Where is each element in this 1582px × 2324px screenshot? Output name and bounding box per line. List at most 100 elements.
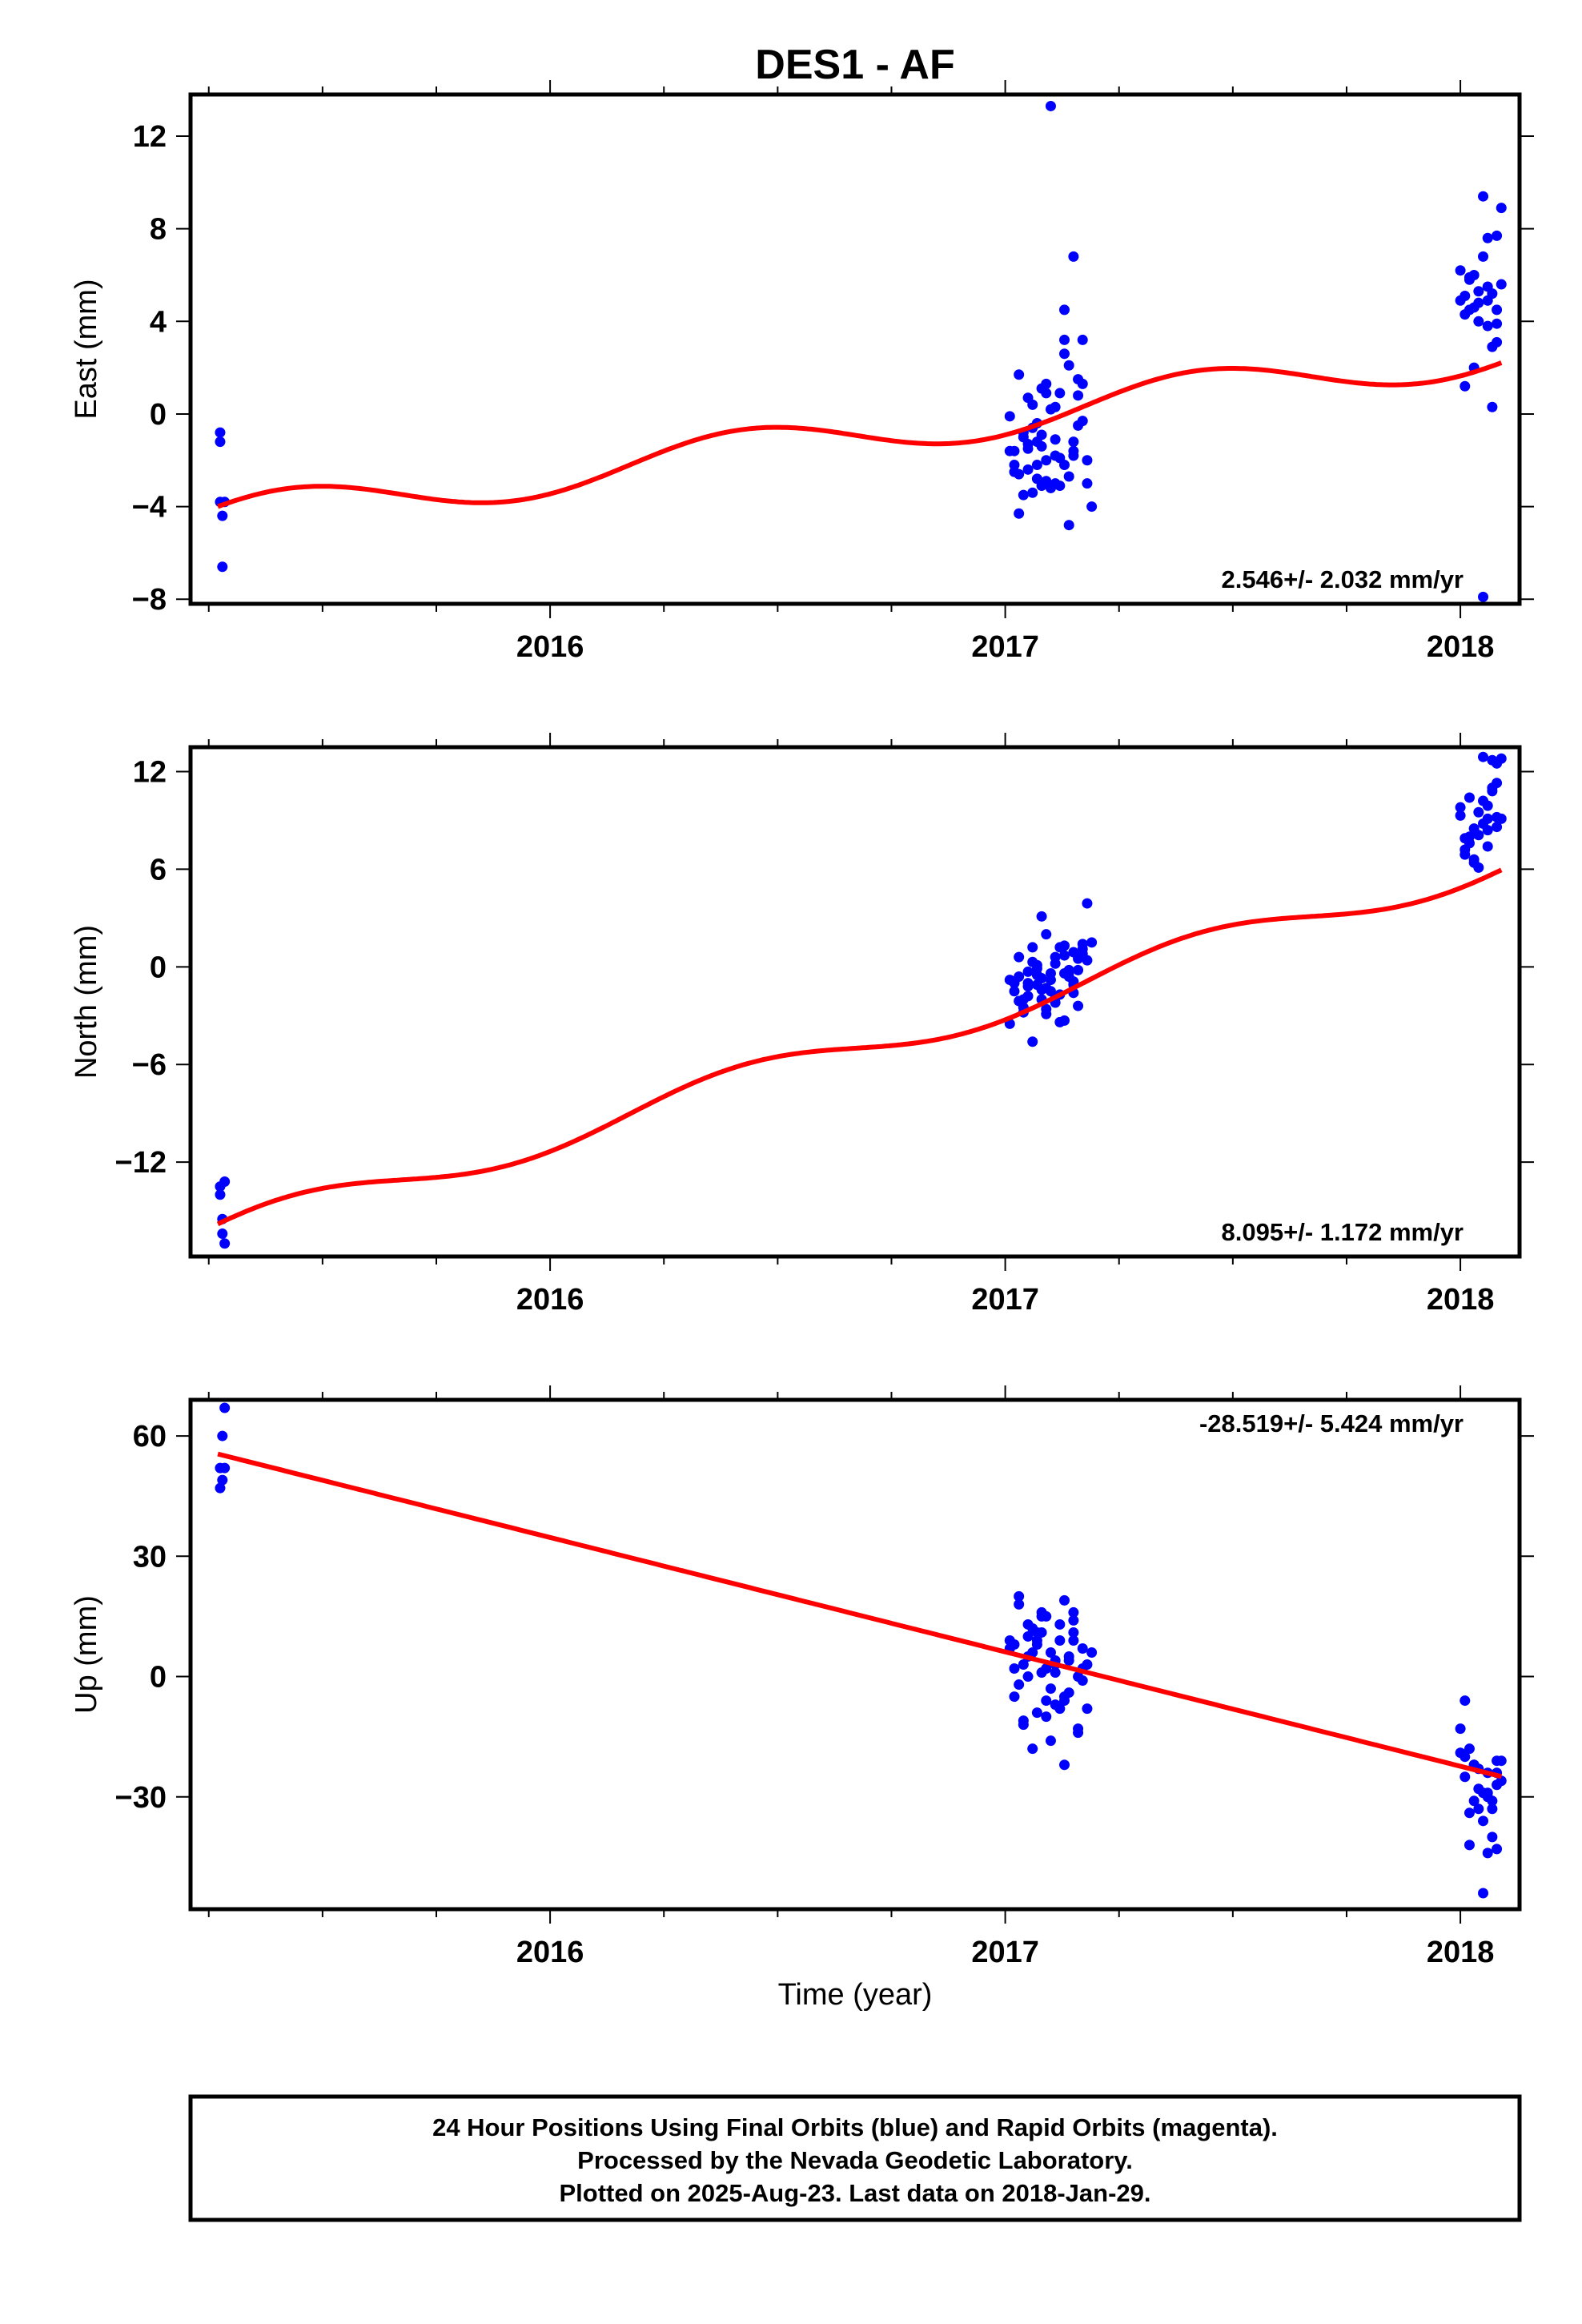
data-point [1492,1844,1503,1855]
x-tick-label: 2017 [971,630,1039,664]
plot-frame [188,92,1522,606]
data-point [1018,1659,1029,1671]
data-point [1492,1755,1503,1767]
data-point [1063,966,1074,977]
data-point [1041,378,1052,389]
data-point [1059,348,1070,360]
data-point [1478,191,1489,202]
data-point [1027,1622,1038,1634]
data-point [1073,1000,1084,1011]
data-point [1031,1634,1042,1646]
data-point [1478,751,1489,762]
y-tick-label: −4 [132,491,167,525]
data-point [1018,1715,1029,1727]
plot-frame [188,1397,1522,1912]
y-tick-label: 30 [133,1540,167,1574]
data-point [1073,390,1084,401]
data-point [1022,966,1034,977]
data-point [1460,1695,1471,1707]
data-point [1068,436,1079,448]
data-point [1082,1703,1093,1715]
data-point [1482,841,1493,852]
data-point [1041,1663,1052,1675]
data-point [217,510,228,521]
data-point [1022,464,1034,475]
data-point [1059,1695,1070,1707]
data-point [1022,1630,1034,1642]
data-point [1068,450,1079,461]
data-point [1082,898,1093,909]
data-point [1045,986,1056,997]
data-point [1045,100,1056,111]
data-point [1059,1594,1070,1606]
data-point [1460,380,1471,392]
data-point [1050,478,1061,489]
data-point [1482,295,1493,306]
data-point [1027,1743,1038,1755]
data-point [1031,460,1042,471]
data-point [1059,334,1070,345]
data-point [1036,429,1047,440]
data-point [1086,1647,1098,1658]
data-point [1077,1642,1088,1654]
data-point [1468,854,1480,865]
data-point [1014,508,1025,519]
data-point [1468,1795,1480,1807]
data-point [1473,806,1484,818]
y-tick-label: 6 [150,853,167,887]
chart-title: DES1 - AF [755,42,954,88]
data-point [1077,378,1088,389]
y-tick-label: −6 [132,1048,167,1082]
data-point [1009,1638,1020,1650]
data-point [1460,849,1471,860]
data-point [1022,392,1034,404]
data-point [1460,1771,1471,1783]
data-point [1027,942,1038,953]
data-point [217,1430,228,1441]
data-point [1492,1779,1503,1791]
data-point [1073,964,1084,975]
data-point [1464,1839,1475,1851]
data-point [1068,1606,1079,1618]
data-point [217,1228,228,1240]
data-point [1487,341,1498,352]
data-points [215,751,1507,1249]
data-point [1496,279,1507,290]
data-point [1014,951,1025,963]
data-point [1009,1663,1020,1675]
y-tick-label: −30 [115,1781,167,1815]
x-tick-label: 2016 [516,1936,584,1969]
y-axis-label: East (mm) [70,279,103,419]
y-tick-label: 12 [133,120,167,154]
data-point [1492,811,1503,822]
data-point [1022,991,1034,1002]
data-point [1050,434,1061,445]
data-point [1468,823,1480,834]
x-tick-label: 2017 [971,1283,1039,1317]
data-point [1492,304,1503,316]
up-panel: 2016 2017 2018 60 30 0 −30 Up (mm) -28.519+/- 5.… [70,1385,1534,1969]
data-point [1041,455,1052,466]
data-point [1054,942,1066,953]
data-point [1036,480,1047,492]
data-point [219,1238,231,1249]
data-point [1482,1848,1493,1859]
data-point [1082,955,1093,966]
data-point [1464,304,1475,316]
data-point [1455,265,1466,276]
data-point [1054,1634,1066,1646]
data-point [1460,833,1471,844]
x-tick-label: 2016 [516,630,584,664]
data-point [1059,1015,1070,1026]
data-point [1482,825,1493,836]
data-point [1014,1679,1025,1691]
data-point [1041,1610,1052,1622]
data-point [1068,1634,1079,1646]
fit-curve [216,867,1503,1227]
fit-curve [217,1451,1503,1779]
data-point [1041,929,1052,940]
data-point [1455,1723,1466,1735]
data-point [215,1189,226,1200]
x-axis-label: Time (year) [778,1978,933,2012]
